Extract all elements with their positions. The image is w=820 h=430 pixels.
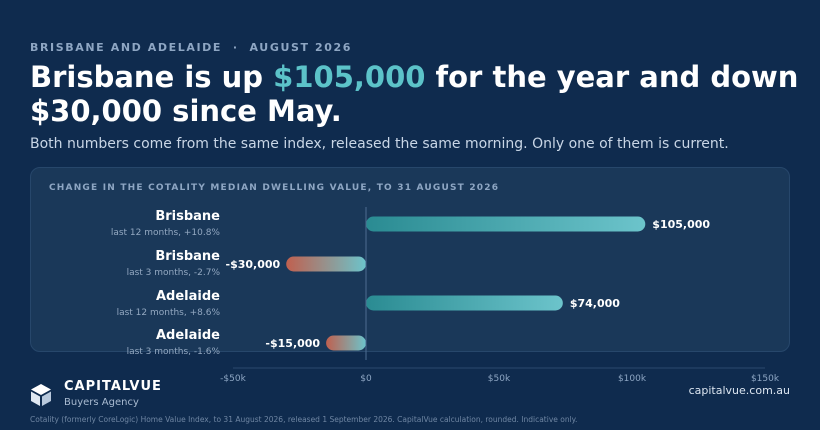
brand-name: CAPITALVUE [64,379,162,394]
website-link[interactable]: capitalvue.com.au [688,384,790,397]
bar-value-label: -$30,000 [226,258,281,271]
row-period: last 3 months, -2.7% [126,268,220,278]
row-name: Brisbane [155,209,220,224]
eyebrow: BRISBANE AND ADELAIDE · AUGUST 2026 [30,41,353,54]
x-tick-label: $100k [618,374,647,384]
row-label-2: Adelaide last 12 months, +8.6% [117,289,220,320]
brand-tagline: Buyers Agency [64,397,139,408]
brand: CAPITALVUE Buyers Agency [30,379,162,410]
bar [366,295,563,311]
bar-value-label: $74,000 [570,297,620,310]
subhead: Both numbers come from the same index, r… [30,136,729,152]
bar-value-label: -$15,000 [265,337,320,350]
row-period: last 3 months, -1.6% [126,347,220,357]
x-tick-label: -$50k [220,374,246,384]
row-label-1: Brisbane last 3 months, -2.7% [127,249,220,280]
row-name: Brisbane [155,249,220,264]
bar [366,216,646,232]
headline-part1: Brisbane is up [30,60,274,94]
x-tick-label: $150k [751,374,780,384]
bar [326,335,366,351]
x-tick-label: $50k [488,374,511,384]
row-label-0: Brisbane last 12 months, +10.8% [111,209,220,240]
headline-part2: for the year and down $30,000 since May. [30,60,809,128]
chart-title: CHANGE IN THE COTALITY MEDIAN DWELLING V… [49,183,500,193]
x-tick-label: $0 [360,374,372,384]
row-label-3: Adelaide last 3 months, -1.6% [127,328,220,359]
chart-panel [30,167,790,352]
headline: Brisbane is up $105,000 for the year and… [30,60,800,128]
row-name: Adelaide [156,289,220,304]
row-name: Adelaide [156,328,220,343]
row-period: last 12 months, +8.6% [116,308,220,318]
row-period: last 12 months, +10.8% [110,228,220,238]
bar-value-label: $105,000 [652,218,710,231]
bar [286,256,366,272]
headline-highlight: $105,000 [273,60,426,94]
capitalvue-cube-logo-icon [31,383,51,406]
source-note: Cotality (formerly CoreLogic) Home Value… [30,415,578,424]
